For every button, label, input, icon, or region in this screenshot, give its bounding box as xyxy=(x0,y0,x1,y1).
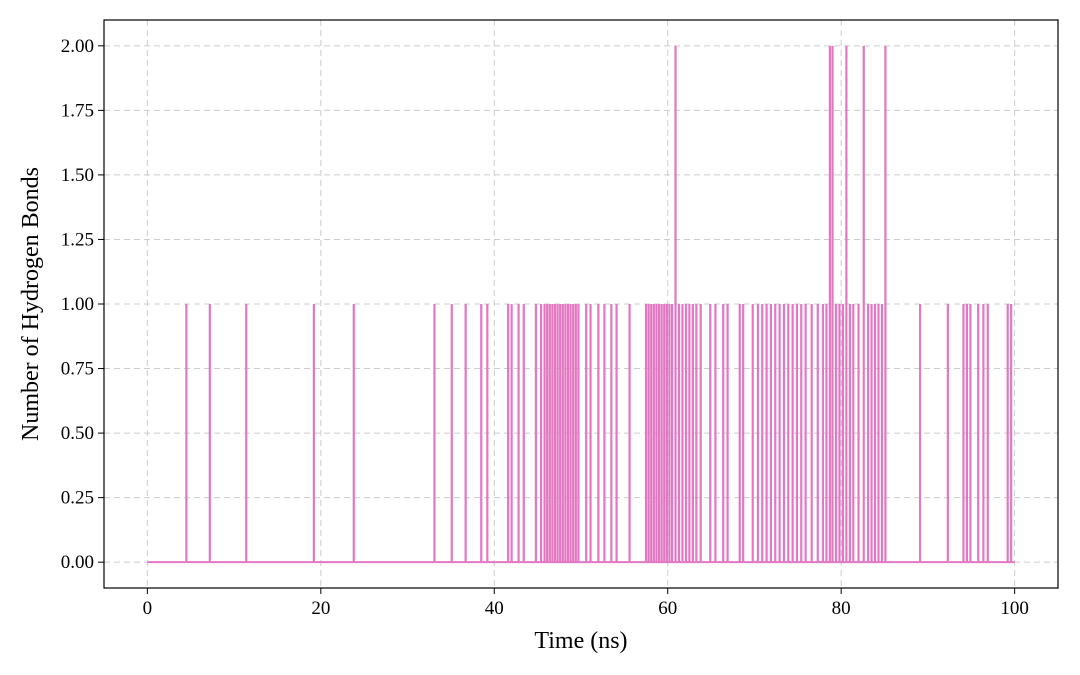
y-tick-label: 1.50 xyxy=(61,165,94,186)
series-hydrogen-bonds xyxy=(147,45,1015,564)
y-tick-label: 0.75 xyxy=(61,359,94,380)
y-tick-label: 1.75 xyxy=(61,100,94,121)
x-tick-label: 0 xyxy=(143,598,153,619)
x-tick-label: 60 xyxy=(658,598,677,619)
x-tick-label: 40 xyxy=(485,598,504,619)
y-tick-label: 2.00 xyxy=(61,36,94,57)
y-axis-label: Number of Hydrogen Bonds xyxy=(18,167,44,441)
x-tick-label: 80 xyxy=(832,598,851,619)
x-tick-label: 20 xyxy=(311,598,330,619)
y-tick-label: 0.25 xyxy=(61,488,94,509)
y-tick-label: 1.25 xyxy=(61,229,94,250)
y-tick-label: 0.50 xyxy=(61,423,94,444)
y-axis: 0.00 0.25 0.50 0.75 1.00 1.25 1.50 1.75 2.00 xyxy=(61,36,104,573)
x-axis: 0 20 40 60 80 100 xyxy=(143,588,1029,619)
x-axis-label: Time (ns) xyxy=(534,628,627,654)
y-tick-label: 1.00 xyxy=(61,294,94,315)
y-tick-label: 0.00 xyxy=(61,552,94,573)
x-tick-label: 100 xyxy=(1000,598,1029,619)
